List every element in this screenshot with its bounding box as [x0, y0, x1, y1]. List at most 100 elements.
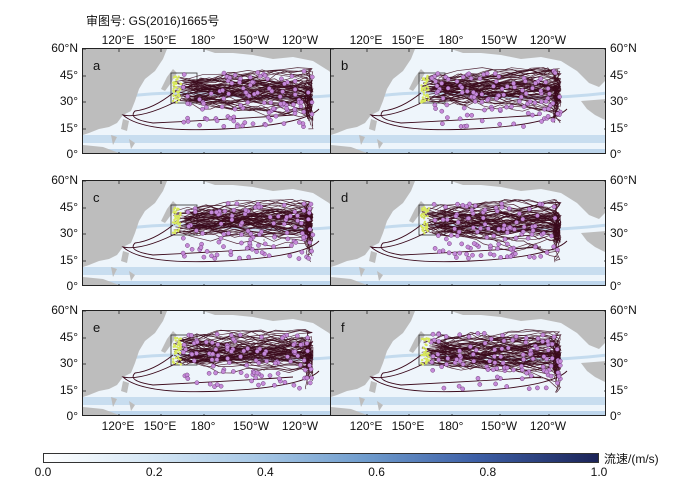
philippines-islands: [359, 251, 383, 281]
endpoint-marker: [440, 96, 446, 101]
endpoint-marker: [301, 201, 307, 207]
endpoint-marker: [271, 244, 276, 249]
lon-label: 120°W: [281, 33, 319, 47]
endpoint-marker: [213, 370, 218, 376]
endpoint-marker: [457, 348, 462, 354]
endpoint-marker: [456, 229, 462, 235]
equatorial-current-band: [331, 281, 605, 285]
endpoint-marker: [225, 200, 231, 206]
endpoint-marker: [304, 375, 310, 381]
endpoint-marker: [459, 85, 465, 90]
endpoint-marker: [263, 122, 268, 128]
endpoint-marker: [471, 94, 477, 100]
endpoint-marker: [193, 209, 198, 215]
endpoint-marker: [520, 229, 526, 235]
endpoint-marker: [551, 334, 557, 340]
trajectory-line: [426, 209, 559, 222]
endpoint-marker: [244, 245, 250, 251]
panel-letter: c: [93, 190, 100, 205]
release-point-marker: [420, 84, 423, 87]
endpoint-marker: [512, 251, 518, 257]
endpoint-marker: [181, 84, 186, 90]
endpoint-marker: [210, 351, 216, 357]
endpoint-marker: [545, 114, 551, 119]
endpoint-marker: [249, 378, 254, 384]
endpoint-marker: [266, 115, 271, 120]
release-point-marker: [426, 229, 429, 233]
endpoint-marker: [480, 215, 486, 221]
endpoint-marker: [501, 338, 507, 344]
endpoint-marker: [455, 201, 460, 207]
endpoint-marker: [204, 105, 209, 110]
map-panel-d: d: [330, 180, 606, 286]
trajectory-line: [132, 92, 294, 124]
trajectory-line: [433, 223, 560, 249]
release-point-marker: [173, 352, 177, 355]
endpoint-marker: [461, 105, 467, 111]
endpoint-marker: [282, 81, 287, 87]
map-svg: [83, 49, 357, 153]
endpoint-marker: [262, 73, 268, 78]
endpoint-marker: [225, 356, 230, 361]
release-point-marker: [427, 86, 430, 89]
release-point-marker: [176, 355, 180, 358]
release-point-marker: [422, 93, 426, 96]
release-point-marker: [179, 344, 182, 347]
release-point-marker: [421, 358, 424, 362]
colorbar-tick-label: 0.0: [34, 465, 52, 479]
endpoint-marker: [250, 121, 256, 127]
endpoint-marker: [431, 337, 437, 343]
release-point-marker: [174, 345, 177, 348]
endpoint-marker: [309, 111, 315, 117]
endpoint-marker: [209, 357, 215, 363]
endpoint-marker: [537, 111, 542, 116]
endpoint-marker: [194, 228, 199, 233]
endpoint-marker: [532, 244, 538, 250]
endpoint-marker: [523, 78, 528, 84]
endpoint-marker: [525, 110, 531, 116]
endpoint-marker: [296, 256, 302, 261]
endpoint-marker: [499, 86, 505, 92]
trajectory-line: [424, 97, 555, 111]
endpoint-marker: [304, 341, 310, 346]
endpoint-marker: [544, 369, 549, 375]
panel-letter: d: [341, 190, 349, 205]
endpoint-marker: [306, 217, 311, 222]
trajectory-line: [440, 329, 561, 342]
endpoint-marker: [531, 255, 537, 260]
endpoint-marker: [180, 250, 186, 256]
endpoint-marker: [254, 370, 260, 376]
release-point-marker: [420, 362, 423, 365]
endpoint-marker: [281, 202, 287, 208]
endpoint-marker: [492, 347, 497, 353]
endpoint-marker: [470, 352, 476, 357]
endpoint-marker: [231, 118, 237, 124]
endpoint-marker: [527, 254, 532, 260]
endpoint-marker: [299, 249, 305, 255]
endpoint-marker: [512, 84, 517, 90]
release-point-marker: [173, 218, 176, 222]
release-point-marker: [423, 78, 426, 82]
endpoint-marker: [284, 214, 289, 220]
lat-label: 30°: [59, 226, 78, 240]
endpoint-marker: [525, 236, 531, 241]
philippines-islands: [359, 381, 383, 411]
endpoint-marker: [221, 231, 227, 237]
release-point-marker: [175, 217, 178, 220]
endpoint-marker: [479, 118, 485, 124]
endpoint-marker: [445, 356, 451, 361]
endpoint-marker: [495, 246, 500, 251]
lat-label: 60°N: [51, 173, 78, 187]
endpoint-marker: [226, 91, 231, 97]
endpoint-marker: [496, 226, 501, 232]
endpoint-marker: [293, 240, 299, 245]
endpoint-marker: [305, 348, 310, 354]
endpoint-marker: [292, 224, 298, 230]
release-point-marker: [175, 229, 178, 232]
endpoint-marker: [479, 92, 485, 97]
release-point-marker: [176, 362, 179, 365]
endpoint-marker: [530, 228, 536, 233]
trajectory-line: [173, 207, 314, 224]
trajectory-line: [180, 208, 311, 237]
endpoint-marker: [504, 241, 510, 247]
